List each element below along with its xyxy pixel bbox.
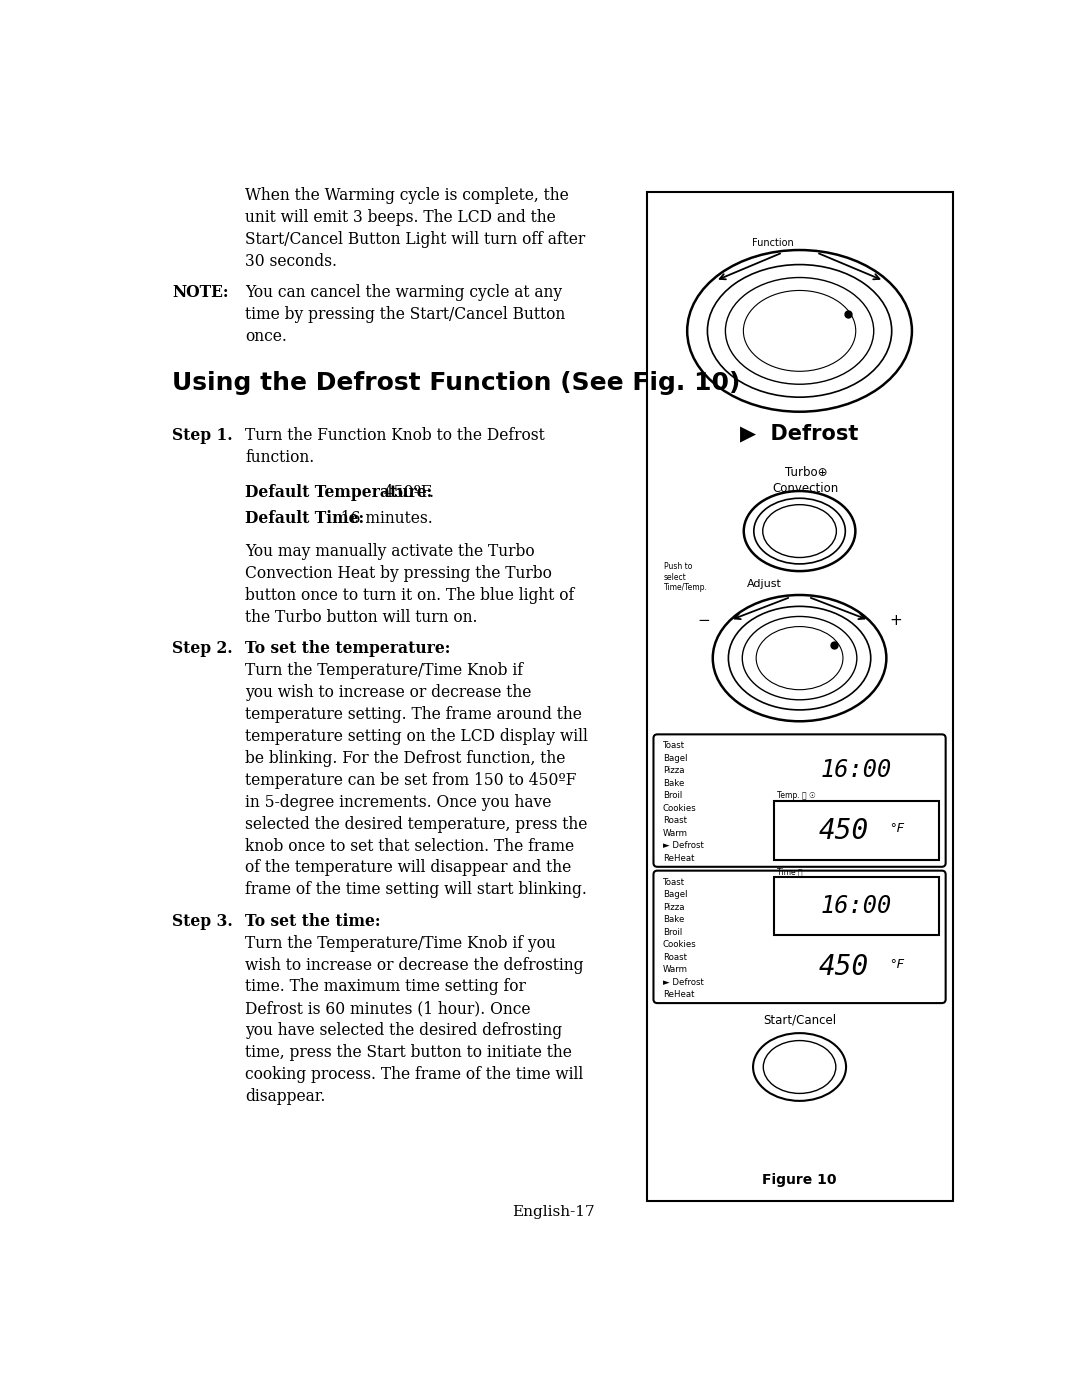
Text: be blinking. For the Defrost function, the: be blinking. For the Defrost function, t…: [245, 750, 566, 767]
Text: To set the temperature:: To set the temperature:: [245, 640, 450, 657]
Text: time by pressing the Start/Cancel Button: time by pressing the Start/Cancel Button: [245, 306, 565, 323]
Text: 30 seconds.: 30 seconds.: [245, 253, 337, 270]
Text: Turbo⊕
Convection: Turbo⊕ Convection: [772, 465, 839, 495]
Text: Cookies: Cookies: [663, 803, 697, 813]
Text: ► Defrost: ► Defrost: [663, 841, 704, 851]
Text: Figure 10: Figure 10: [762, 1173, 837, 1187]
Text: ReHeat: ReHeat: [663, 854, 694, 863]
Text: 16 minutes.: 16 minutes.: [336, 510, 432, 527]
Text: Broil: Broil: [663, 791, 683, 800]
Text: Push to
select
Time/Temp.: Push to select Time/Temp.: [663, 562, 707, 592]
Text: in 5-degree increments. Once you have: in 5-degree increments. Once you have: [245, 793, 552, 810]
Text: Toast: Toast: [663, 877, 685, 887]
Text: Pizza: Pizza: [663, 767, 685, 775]
Text: function.: function.: [245, 448, 314, 465]
Text: frame of the time setting will start blinking.: frame of the time setting will start bli…: [245, 882, 586, 898]
Text: Bagel: Bagel: [663, 890, 687, 900]
Text: the Turbo button will turn on.: the Turbo button will turn on.: [245, 609, 477, 626]
FancyBboxPatch shape: [653, 735, 946, 866]
Text: You may manually activate the Turbo: You may manually activate the Turbo: [245, 543, 535, 560]
Text: Turn the Function Knob to the Defrost: Turn the Function Knob to the Defrost: [245, 426, 544, 444]
Text: Step 3.: Step 3.: [172, 912, 233, 929]
Text: −: −: [697, 613, 710, 627]
Text: Bagel: Bagel: [663, 754, 687, 763]
Text: Temp. ⏻ ☉: Temp. ⏻ ☉: [778, 792, 816, 800]
Text: +: +: [889, 613, 902, 627]
Text: Start/Cancel Button Light will turn off after: Start/Cancel Button Light will turn off …: [245, 231, 585, 247]
Text: time, press the Start button to initiate the: time, press the Start button to initiate…: [245, 1045, 572, 1062]
Text: ReHeat: ReHeat: [663, 990, 694, 999]
Text: Turn the Temperature/Time Knob if: Turn the Temperature/Time Knob if: [245, 662, 523, 679]
Text: Adjust: Adjust: [747, 578, 782, 588]
Text: temperature setting. The frame around the: temperature setting. The frame around th…: [245, 705, 582, 722]
Text: To set the time:: To set the time:: [245, 912, 380, 929]
Text: 16:00: 16:00: [821, 757, 892, 782]
Text: button once to turn it on. The blue light of: button once to turn it on. The blue ligh…: [245, 587, 575, 604]
Text: Default Time:: Default Time:: [245, 510, 364, 527]
Text: Step 1.: Step 1.: [172, 426, 233, 444]
Text: Broil: Broil: [663, 928, 683, 936]
Text: English-17: English-17: [512, 1204, 595, 1218]
Text: When the Warming cycle is complete, the: When the Warming cycle is complete, the: [245, 187, 569, 204]
Text: Bake: Bake: [663, 780, 684, 788]
FancyBboxPatch shape: [647, 193, 953, 1201]
Text: Warm: Warm: [663, 965, 688, 974]
Text: temperature setting on the LCD display will: temperature setting on the LCD display w…: [245, 728, 588, 745]
Text: 450: 450: [819, 817, 868, 845]
Text: disappear.: disappear.: [245, 1088, 325, 1105]
Text: Defrost is 60 minutes (1 hour). Once: Defrost is 60 minutes (1 hour). Once: [245, 1000, 530, 1017]
FancyBboxPatch shape: [653, 870, 946, 1003]
Text: Pizza: Pizza: [663, 902, 685, 912]
Text: selected the desired temperature, press the: selected the desired temperature, press …: [245, 816, 588, 833]
Text: wish to increase or decrease the defrosting: wish to increase or decrease the defrost…: [245, 957, 583, 974]
Text: ▶  Defrost: ▶ Defrost: [741, 423, 859, 443]
FancyBboxPatch shape: [774, 877, 939, 936]
Text: of the temperature will disappear and the: of the temperature will disappear and th…: [245, 859, 571, 876]
Text: Cookies: Cookies: [663, 940, 697, 949]
Text: Step 2.: Step 2.: [172, 640, 233, 657]
Text: cooking process. The frame of the time will: cooking process. The frame of the time w…: [245, 1066, 583, 1083]
Text: Using the Defrost Function (See Fig. 10): Using the Defrost Function (See Fig. 10): [172, 372, 741, 395]
Text: 450ºF.: 450ºF.: [379, 485, 434, 502]
Text: ► Defrost: ► Defrost: [663, 978, 704, 986]
Text: Roast: Roast: [663, 953, 687, 961]
Text: unit will emit 3 beeps. The LCD and the: unit will emit 3 beeps. The LCD and the: [245, 208, 556, 226]
Text: Convection Heat by pressing the Turbo: Convection Heat by pressing the Turbo: [245, 564, 552, 583]
Text: time. The maximum time setting for: time. The maximum time setting for: [245, 978, 526, 996]
Text: 16:00: 16:00: [821, 894, 892, 918]
Text: Time ⌚: Time ⌚: [778, 868, 802, 876]
Text: NOTE:: NOTE:: [172, 284, 229, 300]
Text: knob once to set that selection. The frame: knob once to set that selection. The fra…: [245, 838, 575, 855]
Text: °F: °F: [889, 958, 904, 971]
Text: 450: 450: [819, 953, 868, 981]
Text: you have selected the desired defrosting: you have selected the desired defrosting: [245, 1023, 563, 1039]
Text: °F: °F: [889, 821, 904, 835]
Text: You can cancel the warming cycle at any: You can cancel the warming cycle at any: [245, 284, 563, 300]
FancyBboxPatch shape: [774, 802, 939, 861]
Text: Bake: Bake: [663, 915, 684, 925]
Text: Roast: Roast: [663, 816, 687, 826]
Text: Function: Function: [752, 239, 794, 249]
Text: Start/Cancel: Start/Cancel: [762, 1013, 836, 1027]
Text: Turn the Temperature/Time Knob if you: Turn the Temperature/Time Knob if you: [245, 935, 556, 951]
Text: Warm: Warm: [663, 828, 688, 838]
Text: temperature can be set from 150 to 450ºF: temperature can be set from 150 to 450ºF: [245, 771, 577, 789]
Text: Default Temperature:: Default Temperature:: [245, 485, 432, 502]
Text: you wish to increase or decrease the: you wish to increase or decrease the: [245, 685, 531, 701]
Text: Toast: Toast: [663, 742, 685, 750]
Text: once.: once.: [245, 328, 287, 345]
